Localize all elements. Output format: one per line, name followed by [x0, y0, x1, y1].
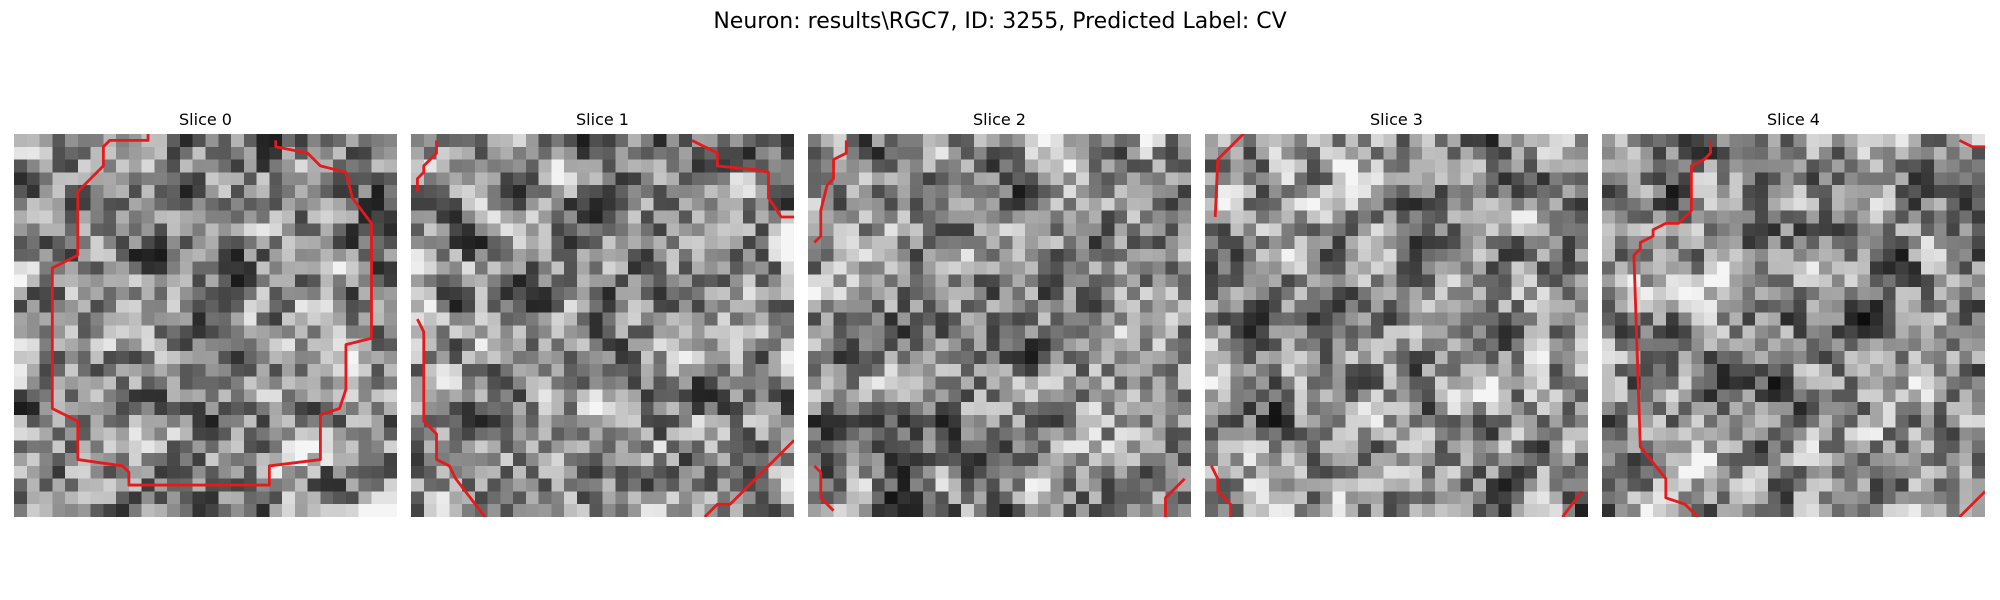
- contour-line-2: [1958, 490, 1985, 517]
- contour-line-2: [1561, 490, 1583, 517]
- slice-image-3: [1205, 134, 1588, 517]
- slice-title-0: Slice 0: [179, 110, 232, 129]
- slice-title-2: Slice 2: [973, 110, 1026, 129]
- slice-title-4: Slice 4: [1767, 110, 1820, 129]
- contour-line-1: [813, 464, 835, 512]
- pixel-grid: [1205, 134, 1588, 517]
- slice-image-4: [1602, 134, 1985, 517]
- contour-line-2: [416, 318, 487, 517]
- contour-line-0: [1213, 134, 1245, 218]
- contour-line-3: [703, 439, 794, 517]
- slice-title-3: Slice 3: [1370, 110, 1423, 129]
- contour-line-0: [415, 140, 438, 192]
- contour-line-1: [1210, 465, 1232, 517]
- pixel-grid: [808, 134, 1191, 517]
- contour-line-0: [1632, 140, 1712, 517]
- contour-line-2: [1164, 477, 1186, 517]
- slice-image-1: [411, 134, 794, 517]
- contour-line-1: [1958, 139, 1985, 149]
- contour-line-0: [50, 134, 373, 487]
- pixel-grid: [1602, 134, 1985, 517]
- figure-title: Neuron: results\RGC7, ID: 3255, Predicte…: [713, 9, 1287, 34]
- slice-title-1: Slice 1: [576, 110, 629, 129]
- slice-image-0: [14, 134, 397, 517]
- pixel-grid: [411, 134, 794, 517]
- contour-line-1: [691, 139, 794, 219]
- slice-image-2: [808, 134, 1191, 517]
- pixel-grid: [14, 134, 397, 517]
- contour-line-0: [813, 140, 848, 244]
